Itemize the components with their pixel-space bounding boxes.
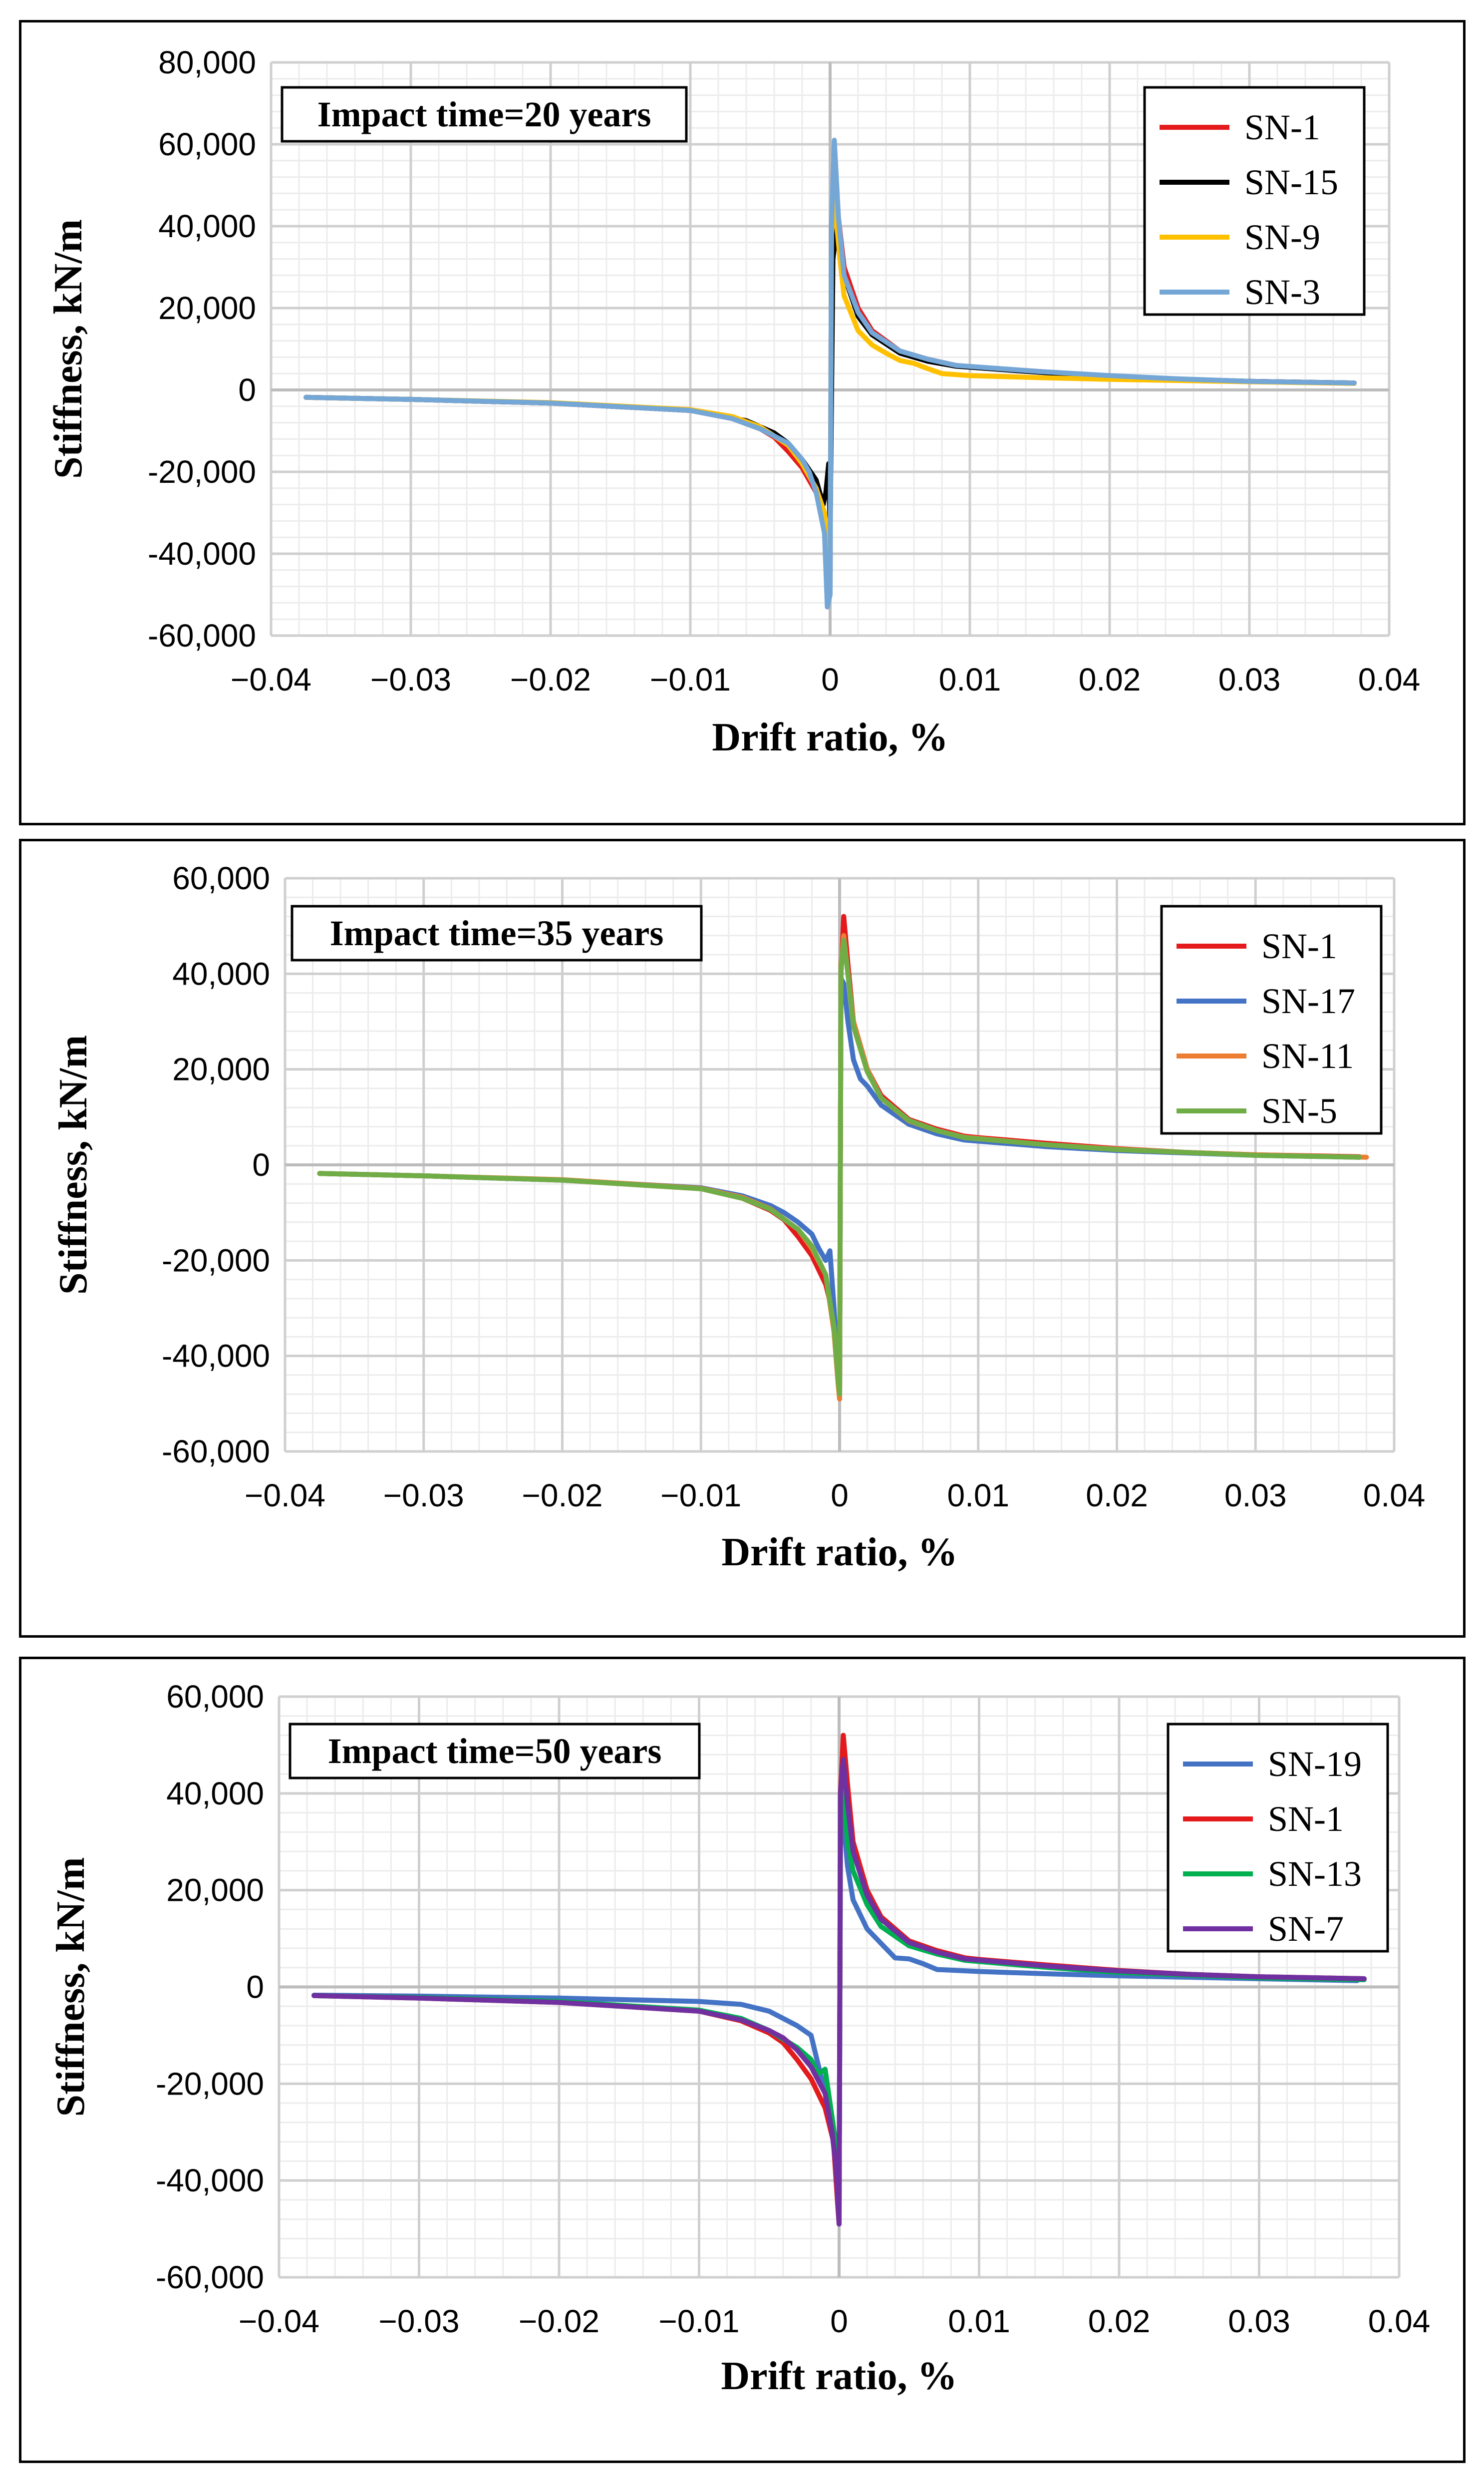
x-tick-label: 0.04 <box>1358 662 1421 698</box>
x-tick-label: −0.01 <box>650 662 731 698</box>
x-axis-title: Drift ratio, % <box>712 715 948 759</box>
legend-label: SN-1 <box>1244 107 1320 147</box>
x-tick-label: −0.01 <box>659 2303 740 2339</box>
y-tick-label: 0 <box>252 1147 270 1183</box>
x-tick-label: 0.04 <box>1363 1477 1426 1513</box>
chart-50-years: −0.04 −0.03 −0.02 −0.01 0 0.01 0.02 0.03 0.04 -60… <box>49 1679 1431 2398</box>
x-axis-title: Drift ratio, % <box>721 2354 957 2398</box>
y-tick-label: 60,000 <box>158 126 256 162</box>
y-tick-label: 0 <box>238 372 256 408</box>
y-tick-label: 40,000 <box>172 956 270 992</box>
y-tick-label: 20,000 <box>172 1052 270 1087</box>
annotation-title: Impact time=35 years <box>330 913 664 953</box>
legend-label: SN-1 <box>1268 1799 1344 1839</box>
y-tick-label: -40,000 <box>148 536 256 572</box>
series-line-sn-7 <box>311 1757 1367 2227</box>
annotation-title: Impact time=50 years <box>328 1731 662 1771</box>
x-tick-label: −0.04 <box>231 662 311 698</box>
y-tick-label: -40,000 <box>162 1338 270 1374</box>
x-tick-label: −0.04 <box>239 2303 319 2339</box>
x-tick-label: −0.03 <box>379 2303 460 2339</box>
x-tick-label: −0.04 <box>245 1477 325 1513</box>
x-tick-label: 0.03 <box>1224 1477 1287 1513</box>
legend-label: SN-7 <box>1268 1909 1344 1949</box>
x-tick-label: 0.03 <box>1218 662 1281 698</box>
chart-35-years: −0.04 −0.03 −0.02 −0.01 0 0.01 0.02 0.03 0.04 -60… <box>51 860 1426 1574</box>
legend-label: SN-5 <box>1261 1091 1337 1131</box>
chart-panel-35-years: −0.04 −0.03 −0.02 −0.01 0 0.01 0.02 0.03 0.04 -60… <box>19 839 1466 1638</box>
chart-panel-20-years: −0.04 −0.03 −0.02 −0.01 0 0.01 0.02 0.03 0.04 -60… <box>19 20 1466 825</box>
x-tick-label: 0.01 <box>939 662 1001 698</box>
y-tick-label: 60,000 <box>172 860 270 896</box>
legend-label: SN-15 <box>1244 162 1338 202</box>
x-tick-label: 0 <box>821 662 839 698</box>
legend-label: SN-9 <box>1244 217 1320 257</box>
legend-label: SN-1 <box>1261 926 1337 966</box>
y-tick-label: -20,000 <box>162 1242 270 1278</box>
x-tick-label: 0.01 <box>948 2303 1010 2339</box>
x-tick-label: 0.03 <box>1228 2303 1290 2339</box>
x-tick-label: −0.01 <box>660 1477 741 1513</box>
y-axis-title: Stiffness, kN/m <box>46 219 90 479</box>
y-tick-label: -60,000 <box>156 2259 264 2295</box>
series-group <box>303 137 1357 610</box>
series-group <box>317 914 1369 1402</box>
x-tick-label: −0.02 <box>510 662 591 698</box>
y-tick-label: 40,000 <box>158 208 256 244</box>
y-tick-label: -60,000 <box>162 1433 270 1469</box>
chart-panel-50-years: −0.04 −0.03 −0.02 −0.01 0 0.01 0.02 0.03 0.04 -60… <box>19 1657 1466 2463</box>
x-tick-label: 0.02 <box>1079 662 1141 698</box>
x-tick-label: −0.03 <box>383 1477 464 1513</box>
y-tick-label: 40,000 <box>166 1775 264 1811</box>
x-tick-label: −0.02 <box>522 1477 603 1513</box>
x-tick-label: 0.02 <box>1086 1477 1148 1513</box>
x-tick-label: 0.01 <box>947 1477 1009 1513</box>
annotation-box <box>289 1723 701 1779</box>
legend-label: SN-11 <box>1261 1036 1354 1076</box>
y-tick-label: -20,000 <box>148 454 256 490</box>
chart-20-years: −0.04 −0.03 −0.02 −0.01 0 0.01 0.02 0.03 0.04 -60… <box>46 44 1421 759</box>
y-tick-label: 0 <box>246 1969 264 2005</box>
legend-label: SN-13 <box>1268 1854 1362 1894</box>
x-tick-label: 0.04 <box>1368 2303 1431 2339</box>
y-tick-label: 60,000 <box>166 1679 264 1715</box>
series-line-sn-5 <box>317 938 1362 1397</box>
y-tick-label: -60,000 <box>148 618 256 654</box>
series-line-sn-3 <box>303 137 1357 610</box>
x-tick-label: −0.02 <box>519 2303 599 2339</box>
y-tick-label: 20,000 <box>166 1872 264 1908</box>
annotation-box <box>291 905 703 962</box>
x-tick-label: −0.03 <box>370 662 451 698</box>
x-tick-label: 0 <box>830 2303 848 2339</box>
y-tick-label: -20,000 <box>156 2066 264 2102</box>
legend-label: SN-19 <box>1268 1744 1362 1784</box>
y-tick-label: 20,000 <box>158 290 256 326</box>
legend-label: SN-3 <box>1244 272 1320 312</box>
annotation-box <box>281 86 688 143</box>
x-tick-label: 0.02 <box>1088 2303 1151 2339</box>
legend-label: SN-17 <box>1261 981 1355 1021</box>
y-axis-title: Stiffness, kN/m <box>49 1857 93 2117</box>
y-tick-label: 80,000 <box>158 44 256 80</box>
x-tick-label: 0 <box>831 1477 849 1513</box>
x-axis-title: Drift ratio, % <box>721 1530 957 1574</box>
series-group <box>311 1733 1367 2227</box>
y-axis-title: Stiffness, kN/m <box>51 1035 95 1295</box>
annotation-title: Impact time=20 years <box>317 94 651 134</box>
y-tick-label: -40,000 <box>156 2162 264 2198</box>
